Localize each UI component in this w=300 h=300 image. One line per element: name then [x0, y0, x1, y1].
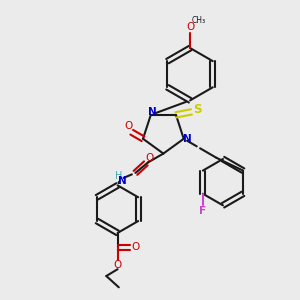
Text: N: N: [183, 134, 192, 144]
Text: O: O: [186, 22, 194, 32]
Text: H: H: [115, 171, 122, 181]
Text: O: O: [113, 260, 122, 270]
Text: N: N: [148, 107, 157, 117]
Text: N: N: [118, 176, 127, 186]
Text: O: O: [124, 121, 132, 131]
Text: CH₃: CH₃: [191, 16, 206, 25]
Text: O: O: [146, 153, 154, 163]
Text: O: O: [131, 242, 140, 252]
Text: S: S: [193, 103, 201, 116]
Text: F: F: [199, 206, 206, 216]
